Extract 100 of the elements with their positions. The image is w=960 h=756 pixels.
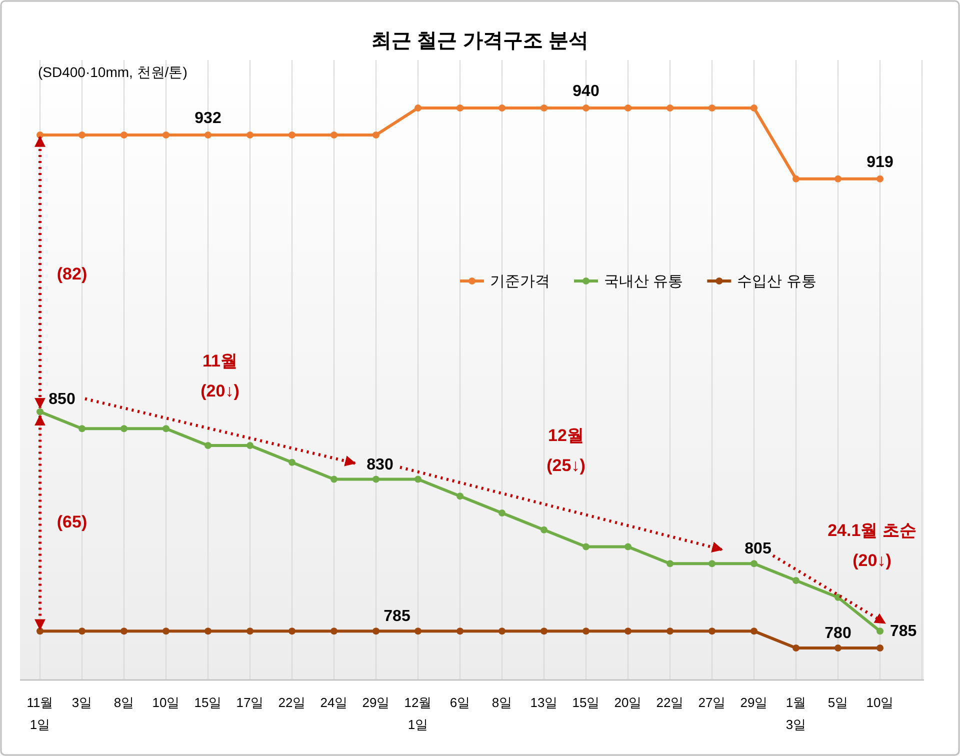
point xyxy=(456,104,464,112)
point xyxy=(582,104,590,112)
point xyxy=(246,132,254,138)
x-tick-label: 13일 xyxy=(530,695,558,710)
point xyxy=(540,526,548,534)
x-tick-label: 27일 xyxy=(698,695,726,710)
data-label: 919 xyxy=(866,154,894,171)
point xyxy=(78,425,86,432)
data-label: 932 xyxy=(194,110,222,127)
data-label: 830 xyxy=(366,456,394,474)
point xyxy=(876,644,884,652)
point xyxy=(330,132,338,138)
point xyxy=(288,628,296,635)
point xyxy=(204,132,212,138)
x-tick-label: 10일 xyxy=(866,695,894,710)
x-tick-label: 8일 xyxy=(114,695,134,710)
data-label: 805 xyxy=(744,540,772,558)
x-tick-label: 12월 1일 xyxy=(404,695,432,732)
x-tick-label: 11월 1일 xyxy=(26,695,54,732)
point xyxy=(708,628,716,635)
x-tick-label: 22일 xyxy=(656,695,684,710)
legend-label: 국내산 유통 xyxy=(604,273,684,290)
x-tick-label: 15일 xyxy=(194,695,222,710)
point xyxy=(162,132,170,138)
point xyxy=(624,543,632,550)
point xyxy=(288,458,296,466)
x-tick-label: 8일 xyxy=(492,695,512,710)
x-tick-label: 5일 xyxy=(828,695,848,710)
x-tick-label: 3일 xyxy=(72,695,92,710)
point xyxy=(330,628,338,635)
point xyxy=(456,492,464,500)
point xyxy=(540,628,548,635)
point xyxy=(372,628,380,635)
annotation: (82) xyxy=(56,264,88,284)
annotation: (65) xyxy=(56,512,88,532)
x-tick-label: 22일 xyxy=(278,695,306,710)
point xyxy=(624,104,632,112)
point xyxy=(582,543,590,550)
point xyxy=(498,104,506,112)
point xyxy=(372,476,380,483)
x-tick-label: 17일 xyxy=(236,695,264,710)
point xyxy=(834,644,842,652)
point xyxy=(162,425,170,432)
point xyxy=(288,132,296,138)
point xyxy=(162,628,170,635)
point xyxy=(36,408,44,416)
chart-subtitle: (SD400·10mm, 천원/톤) xyxy=(38,64,188,80)
legend-label: 기준가격 xyxy=(490,273,550,290)
point xyxy=(750,628,758,635)
x-tick-label: 10일 xyxy=(152,695,180,710)
x-tick-label: 20일 xyxy=(614,695,642,710)
point xyxy=(414,628,422,635)
point xyxy=(330,476,338,483)
point xyxy=(204,628,212,635)
data-label: 785 xyxy=(890,623,917,640)
data-label: 780 xyxy=(824,625,852,642)
point xyxy=(78,628,86,635)
point xyxy=(120,628,128,635)
chart-title: 최근 철근 가격구조 분석 xyxy=(372,30,588,52)
point xyxy=(666,560,674,568)
point xyxy=(120,425,128,432)
point xyxy=(414,104,422,112)
data-label: 785 xyxy=(384,608,410,626)
point xyxy=(666,628,674,635)
point xyxy=(372,132,380,138)
point xyxy=(876,175,884,182)
point xyxy=(498,510,506,516)
x-tick-label: 29일 xyxy=(362,695,390,710)
point xyxy=(624,628,632,635)
point xyxy=(498,628,506,635)
point xyxy=(792,175,800,182)
annotation: 11월 (20↓) xyxy=(200,352,240,400)
x-tick-label: 6일 xyxy=(450,695,470,710)
point xyxy=(78,132,86,138)
point xyxy=(708,104,716,112)
point xyxy=(582,628,590,635)
point xyxy=(246,628,254,635)
data-label: 940 xyxy=(572,83,600,100)
point xyxy=(876,628,884,635)
point xyxy=(36,628,44,635)
annotation: 24.1월 초순 (20↓) xyxy=(828,521,916,570)
point xyxy=(120,132,128,138)
point xyxy=(456,628,464,635)
point xyxy=(750,104,758,112)
point xyxy=(540,104,548,112)
x-tick-label: 29일 xyxy=(740,695,768,710)
x-tick-label: 15일 xyxy=(572,695,600,710)
point xyxy=(708,560,716,568)
point xyxy=(204,442,212,449)
point xyxy=(750,560,758,568)
data-label: 850 xyxy=(48,390,76,408)
legend-label: 수입산 유통 xyxy=(737,273,816,290)
annotation: 12월 (25↓) xyxy=(546,426,586,475)
x-tick-label: 24일 xyxy=(320,695,348,710)
point xyxy=(834,175,842,182)
point xyxy=(246,442,254,449)
point xyxy=(792,644,800,652)
x-tick-label: 1월 3일 xyxy=(786,695,806,732)
point xyxy=(414,476,422,483)
point xyxy=(666,104,674,112)
